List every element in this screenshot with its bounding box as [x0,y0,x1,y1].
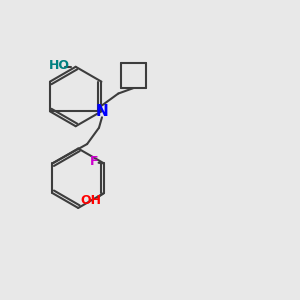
Text: HO: HO [49,59,70,72]
Text: N: N [96,104,108,119]
Text: F: F [90,155,99,168]
Text: OH: OH [80,194,101,207]
